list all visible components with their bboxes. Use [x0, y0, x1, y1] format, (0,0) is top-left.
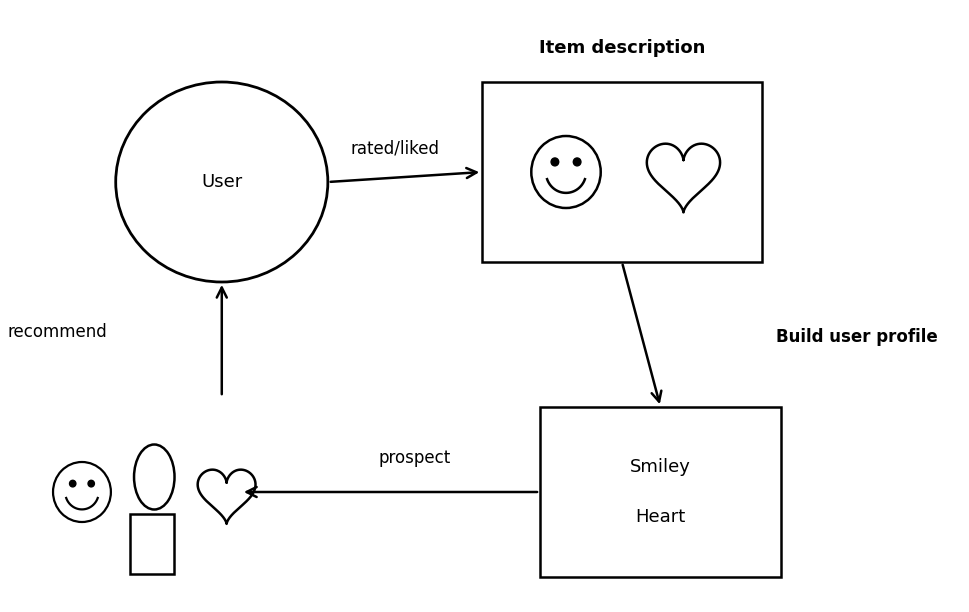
Circle shape — [88, 480, 94, 487]
Circle shape — [551, 158, 559, 166]
Text: prospect: prospect — [379, 449, 451, 467]
Bar — [540, 407, 781, 577]
Bar — [130, 514, 173, 574]
Text: User: User — [202, 173, 242, 191]
Circle shape — [574, 158, 581, 166]
Text: Smiley: Smiley — [630, 458, 691, 476]
Text: Item description: Item description — [539, 39, 705, 57]
Text: Heart: Heart — [636, 509, 686, 526]
Bar — [483, 82, 762, 262]
Text: rated/liked: rated/liked — [351, 139, 440, 157]
Text: recommend: recommend — [8, 323, 108, 341]
Circle shape — [70, 480, 76, 487]
Text: Build user profile: Build user profile — [776, 328, 938, 346]
